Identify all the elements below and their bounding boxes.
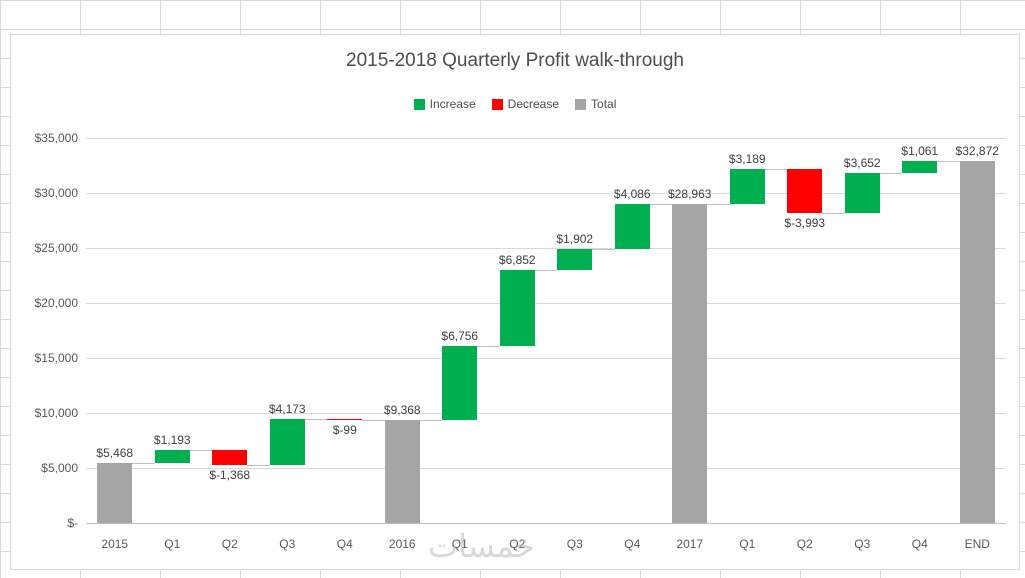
plot-area: $5,468 $1,193 $-1,368 $4,173 $-99 $9,368 $6,75…	[86, 138, 1006, 524]
connector-line	[937, 161, 960, 163]
data-label: $1,193	[153, 432, 191, 447]
x-axis-label: Q3	[566, 537, 583, 551]
x-axis-label: Q2	[509, 537, 526, 551]
data-label: $32,872	[955, 144, 999, 159]
legend-item-total: Total	[575, 97, 616, 111]
waterfall-bar-increase	[844, 173, 880, 214]
connector-line	[247, 464, 270, 466]
y-axis-label: $20,000	[34, 296, 78, 310]
waterfall-bar-increase	[154, 449, 190, 463]
gridline	[86, 358, 1006, 359]
y-axis-label: $10,000	[34, 406, 78, 420]
connector-line	[822, 213, 845, 215]
data-label: $4,173	[268, 401, 306, 416]
x-axis-label: 2016	[388, 537, 416, 551]
decrease-swatch-icon	[491, 98, 503, 110]
y-axis-label: $5,000	[41, 461, 78, 475]
gridline	[86, 413, 1006, 414]
x-axis-label: Q1	[739, 537, 756, 551]
data-label: $-99	[332, 422, 357, 437]
x-axis-label: Q4	[336, 537, 353, 551]
data-label: $6,756	[441, 328, 479, 343]
x-axis-label: Q4	[624, 537, 641, 551]
gridline	[86, 303, 1006, 304]
x-axis-label: Q4	[911, 537, 928, 551]
connector-line	[649, 204, 673, 206]
waterfall-bar-total	[97, 462, 133, 523]
x-axis-label: 2015	[101, 537, 129, 551]
waterfall-bar-decrease	[787, 169, 823, 214]
chart-object[interactable]: 2015-2018 Quarterly Profit walk-through …	[10, 34, 1020, 570]
increase-swatch-icon	[413, 98, 425, 110]
data-label: $1,061	[901, 144, 939, 159]
connector-line	[362, 419, 385, 421]
chart-legend: Increase Decrease Total	[11, 97, 1019, 111]
x-axis-label: END	[964, 537, 990, 551]
data-label: $3,189	[728, 152, 766, 167]
legend-item-decrease: Decrease	[491, 97, 560, 111]
waterfall-bar-total	[672, 204, 708, 523]
waterfall-bar-decrease	[212, 449, 248, 465]
x-axis-label: Q1	[451, 537, 468, 551]
data-label: $-3,993	[784, 216, 826, 231]
waterfall-bar-total	[384, 419, 420, 523]
x-axis-label: Q2	[221, 537, 238, 551]
x-axis-label: 2017	[676, 537, 704, 551]
connector-line	[419, 419, 443, 421]
gridline	[86, 248, 1006, 249]
data-label: $1,902	[556, 232, 594, 247]
connector-line	[534, 270, 558, 272]
y-axis-label: $35,000	[34, 131, 78, 145]
waterfall-bar-increase	[729, 169, 765, 205]
data-label: $3,652	[843, 156, 881, 171]
legend-label: Decrease	[507, 97, 560, 111]
connector-line	[764, 169, 788, 171]
connector-line	[132, 462, 155, 464]
waterfall-bar-increase	[269, 418, 305, 465]
waterfall-bar-increase	[442, 345, 478, 420]
gridline	[86, 138, 1006, 139]
data-label: $9,368	[383, 402, 421, 417]
y-axis-label: $-	[67, 516, 78, 530]
gridline	[86, 193, 1006, 194]
gridline	[86, 468, 1006, 469]
waterfall-bar-increase	[902, 161, 938, 174]
chart-title: 2015-2018 Quarterly Profit walk-through	[346, 50, 684, 71]
y-axis-label: $30,000	[34, 186, 78, 200]
waterfall-bar-increase	[614, 204, 650, 250]
data-label: $6,852	[498, 253, 536, 268]
connector-line	[189, 449, 213, 451]
legend-label: Increase	[429, 97, 476, 111]
x-axis-label: Q1	[164, 537, 181, 551]
waterfall-bar-increase	[557, 249, 593, 271]
y-axis-label: $25,000	[34, 241, 78, 255]
connector-line	[304, 418, 328, 420]
y-axis-label: $15,000	[34, 351, 78, 365]
data-label: $5,468	[96, 445, 134, 460]
waterfall-bar-increase	[499, 270, 535, 346]
connector-line	[879, 173, 903, 175]
data-label: $-1,368	[209, 467, 251, 482]
connector-line	[707, 204, 730, 206]
data-label: $28,963	[668, 187, 712, 202]
legend-label: Total	[591, 97, 617, 111]
connector-line	[592, 249, 615, 251]
data-label: $4,086	[613, 187, 651, 202]
waterfall-bar-total	[959, 161, 995, 523]
legend-item-increase: Increase	[413, 97, 476, 111]
waterfall-bar-decrease	[327, 418, 363, 420]
x-axis-label: Q3	[854, 537, 871, 551]
x-axis-label: Q3	[279, 537, 296, 551]
total-swatch-icon	[575, 98, 587, 110]
connector-line	[477, 345, 500, 347]
x-axis-label: Q2	[796, 537, 813, 551]
